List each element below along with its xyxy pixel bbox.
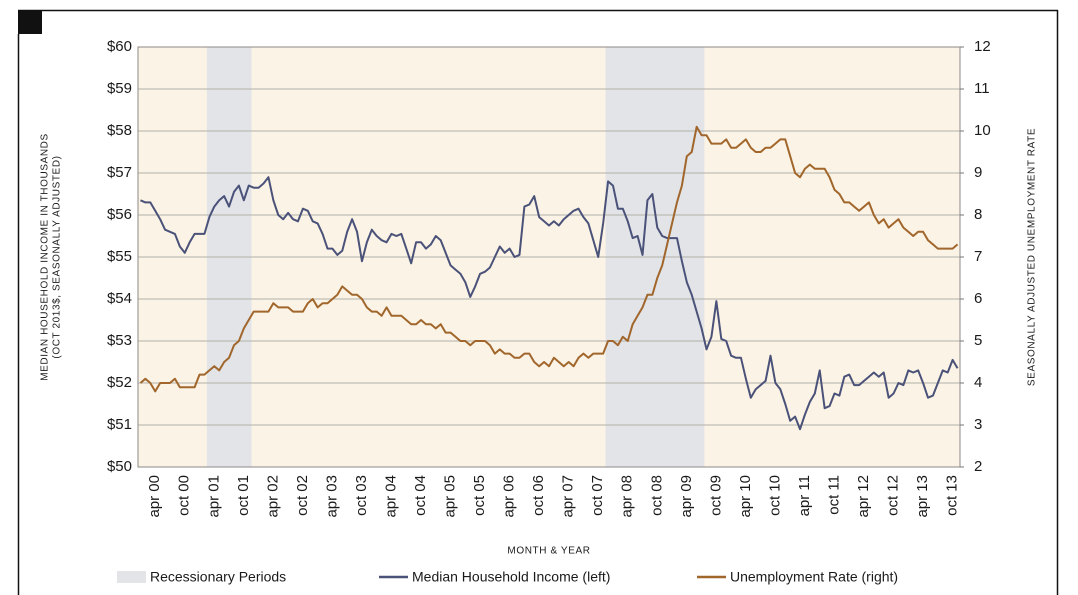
x-tick-label: apr 01 (205, 475, 222, 518)
legend-swatch (117, 571, 146, 583)
x-tick-label: oct 03 (353, 475, 370, 516)
x-tick-label: apr 12 (855, 475, 872, 518)
y-tick-label: $55 (107, 248, 132, 265)
x-tick-label: apr 05 (442, 475, 459, 518)
x-tick-label: oct 04 (412, 475, 429, 516)
x-tick-label: apr 08 (619, 475, 636, 518)
x-tick-label: oct 08 (648, 475, 665, 516)
x-tick-label: apr 10 (737, 475, 754, 518)
x-tick-label: apr 04 (382, 475, 399, 518)
y-tick-label: $60 (107, 38, 132, 55)
x-tick-label: apr 13 (914, 475, 931, 518)
y2-tick-label: 3 (974, 416, 982, 433)
x-tick-label: apr 09 (678, 475, 695, 518)
y2-tick-label: 4 (974, 374, 982, 391)
x-tick-label: apr 02 (264, 475, 281, 518)
x-tick-label: oct 10 (766, 475, 783, 516)
y-tick-label: $52 (107, 374, 132, 391)
x-tick-label: apr 03 (323, 475, 340, 518)
y-tick-label: $51 (107, 416, 132, 433)
x-tick-label: oct 00 (176, 475, 193, 516)
x-tick-label: apr 11 (796, 475, 813, 516)
y-tick-label: $59 (107, 80, 132, 97)
series-line (139, 125, 959, 393)
x-axis-title: MONTH & YEAR (507, 546, 590, 557)
x-tick-label: oct 13 (944, 475, 961, 516)
x-tick-label: apr 07 (560, 475, 577, 518)
x-tick-label: oct 09 (707, 475, 724, 516)
x-tick-label: oct 01 (235, 475, 252, 516)
y2-tick-label: 7 (974, 248, 982, 265)
x-tick-label: oct 11 (825, 475, 842, 515)
corner-block (18, 10, 42, 34)
x-tick-label: oct 02 (294, 475, 311, 516)
series-line (140, 176, 959, 431)
x-tick-label: oct 12 (885, 475, 902, 516)
y2-tick-label: 11 (974, 80, 990, 97)
y-axis-title: (OCT 2013$, SEASONALLY ADJUSTED) (52, 155, 63, 358)
x-tick-label: oct 05 (471, 475, 488, 516)
y-tick-label: $53 (107, 332, 132, 349)
y-tick-label: $56 (107, 206, 132, 223)
y-tick-label: $54 (107, 290, 132, 307)
x-tick-label: apr 00 (146, 475, 163, 518)
y2-tick-label: 12 (974, 38, 991, 55)
y2-tick-label: 9 (974, 164, 982, 181)
legend-label: Median Household Income (left) (412, 569, 610, 585)
y2-tick-label: 5 (974, 332, 982, 349)
y-tick-label: $57 (107, 164, 132, 181)
y-tick-label: $58 (107, 122, 132, 139)
x-tick-label: oct 07 (589, 475, 606, 516)
y2-tick-label: 2 (974, 458, 982, 475)
legend-label: Recessionary Periods (150, 569, 286, 585)
x-tick-label: apr 06 (501, 475, 518, 518)
y2-tick-label: 6 (974, 290, 982, 307)
legend-label: Unemployment Rate (right) (730, 569, 898, 585)
y2-tick-label: 8 (974, 206, 982, 223)
x-tick-label: oct 06 (530, 475, 547, 516)
y2-tick-label: 10 (974, 122, 991, 139)
y-tick-label: $50 (107, 458, 132, 475)
y2-axis-title: SEASONALLY ADJUSTED UNEMPLOYMENT RATE (1027, 128, 1038, 386)
plot-area (137, 46, 961, 468)
y-axis-title: MEDIAN HOUSEHOLD INCOME IN THOUSANDS (40, 133, 51, 381)
